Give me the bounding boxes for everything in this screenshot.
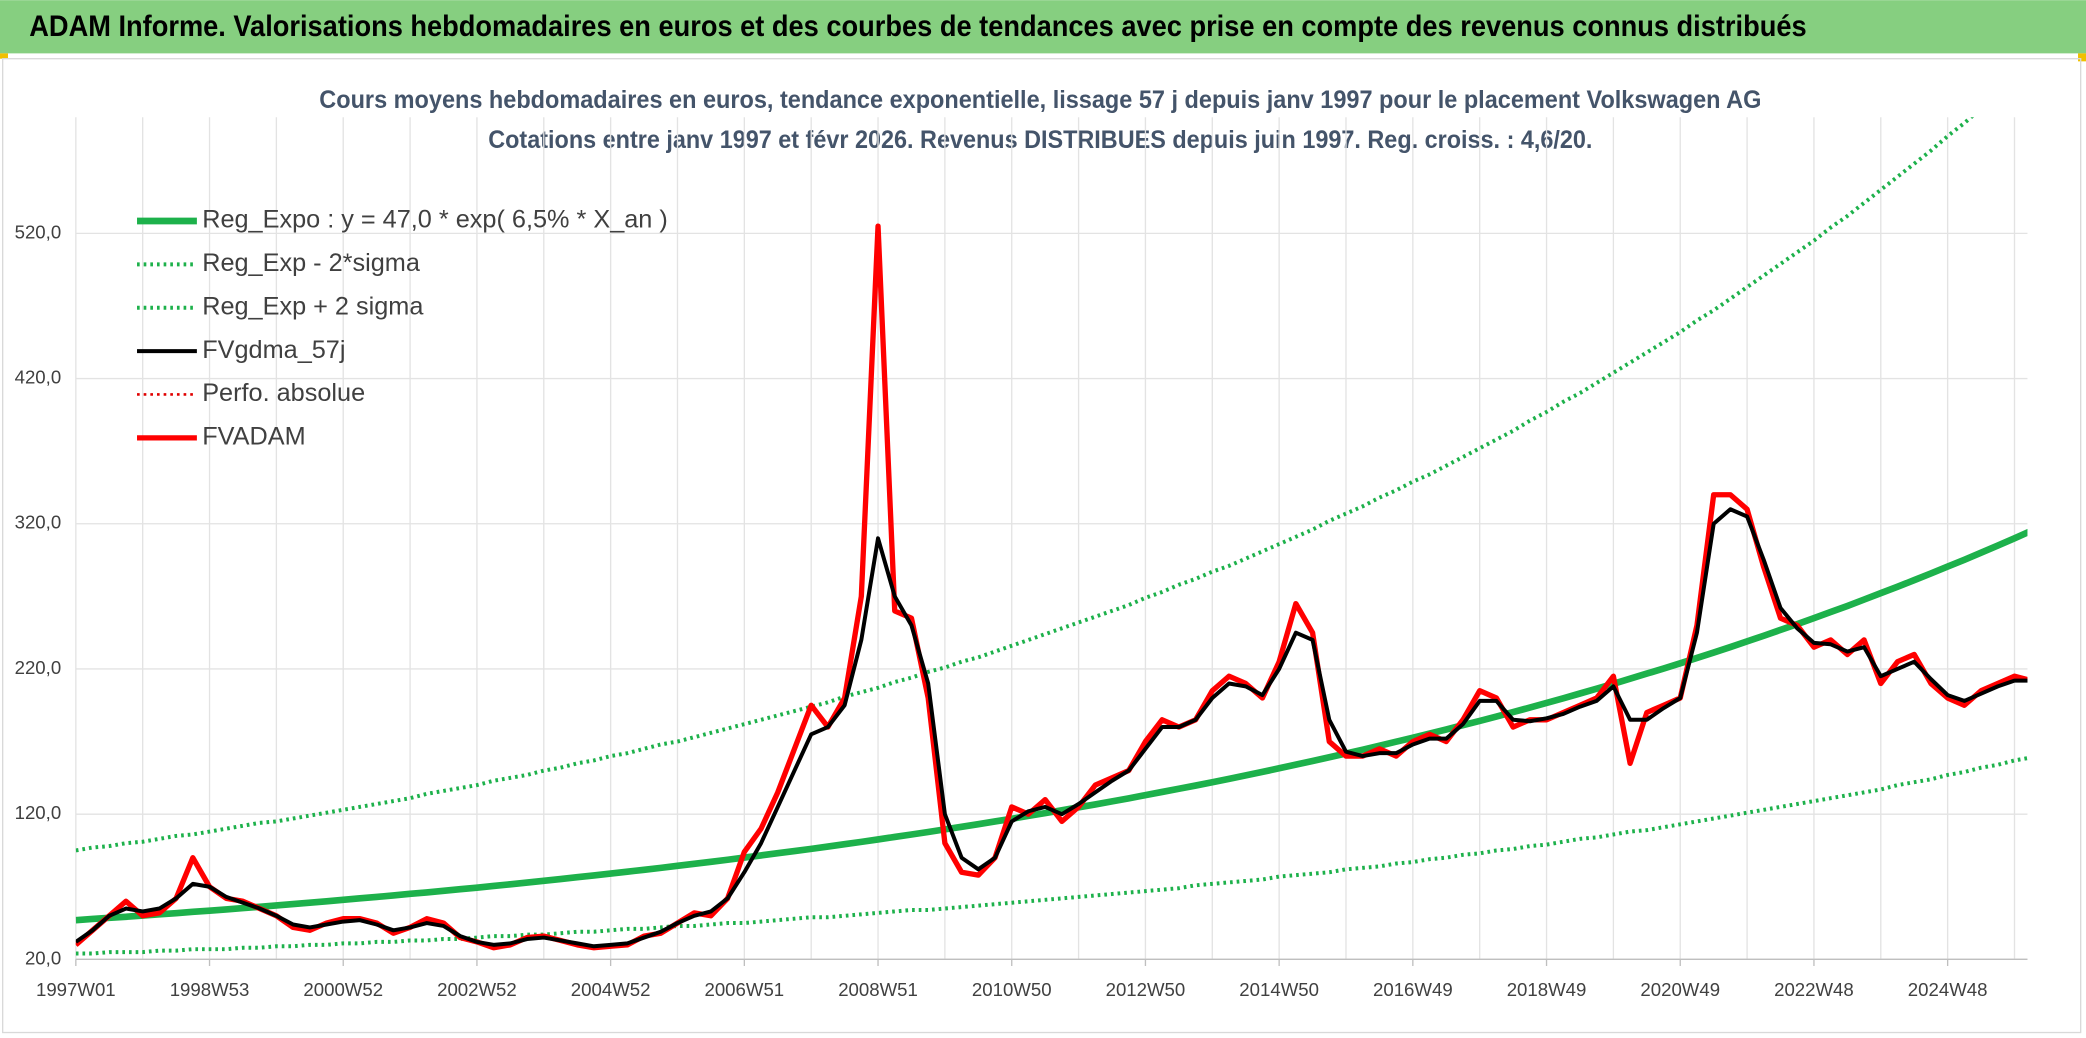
series-line <box>75 507 2028 949</box>
chart-title: Cours moyens hebdomadaires en euros, ten… <box>319 86 1761 114</box>
x-tick-label: 2010W50 <box>972 979 1052 1000</box>
x-tick-label: 2016W49 <box>1373 979 1453 1000</box>
y-tick-label: 120,0 <box>15 802 62 823</box>
legend-label: Reg_Expo : y = 47,0 * exp( 6,5% * X_an ) <box>202 206 668 234</box>
x-tick-label: 2012W50 <box>1106 979 1186 1000</box>
x-tick-label: 2002W52 <box>437 979 517 1000</box>
legend: Reg_Expo : y = 47,0 * exp( 6,5% * X_an )… <box>137 206 668 451</box>
legend-label: Reg_Exp + 2 sigma <box>202 292 424 320</box>
y-tick-label: 520,0 <box>15 221 62 242</box>
y-tick-label: 420,0 <box>15 367 62 388</box>
y-tick-label: 320,0 <box>15 512 62 533</box>
header-title: ADAM Informe. Valorisations hebdomadaire… <box>29 11 1806 43</box>
x-tick-label: 2014W50 <box>1239 979 1319 1000</box>
corner-mark <box>2078 53 2086 62</box>
series-line <box>75 117 1975 853</box>
legend-label: Reg_Exp - 2*sigma <box>202 249 421 277</box>
plot <box>75 117 2028 956</box>
corner-mark <box>0 53 8 59</box>
x-tick-label: 2022W48 <box>1774 979 1854 1000</box>
chart-frame <box>1 58 2082 1034</box>
series-line <box>75 756 2028 956</box>
y-tick-label: 220,0 <box>15 657 62 678</box>
x-tick-label: 1998W53 <box>170 979 250 1000</box>
x-tick-label: 1997W01 <box>36 979 116 1000</box>
x-tick-label: 2000W52 <box>303 979 383 1000</box>
legend-label: FVgdma_57j <box>202 336 345 364</box>
x-tick-label: 2006W51 <box>704 979 784 1000</box>
y-tick-label: 20,0 <box>25 947 61 968</box>
legend-label: FVADAM <box>202 423 305 451</box>
legend-label: Perfo. absolue <box>202 379 365 407</box>
chart-subtitle: Cotations entre janv 1997 et févr 2026. … <box>488 126 1592 154</box>
x-tick-label: 2018W49 <box>1507 979 1587 1000</box>
axes: 20,0 120,0 220,0 320,0 420,0 520,0 1997W01 1998… <box>15 221 2028 1000</box>
x-tick-label: 2004W52 <box>571 979 651 1000</box>
grid <box>75 117 2028 961</box>
x-tick-label: 2020W49 <box>1640 979 1720 1000</box>
x-tick-label: 2024W48 <box>1908 979 1988 1000</box>
header-bar <box>0 0 2086 54</box>
x-tick-label: 2008W51 <box>838 979 918 1000</box>
